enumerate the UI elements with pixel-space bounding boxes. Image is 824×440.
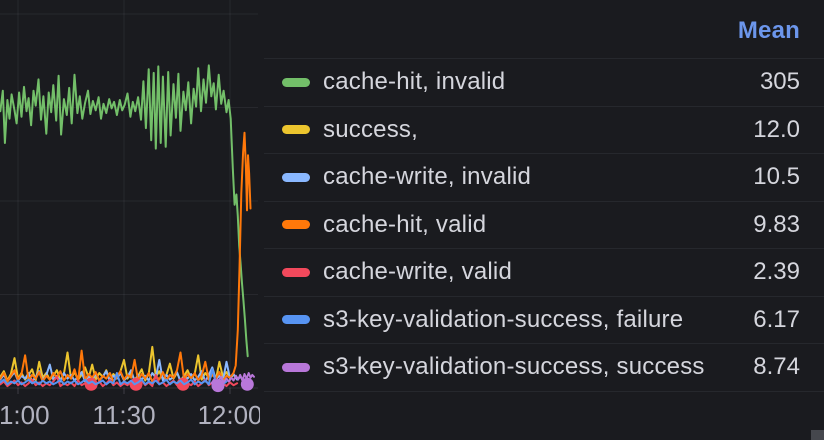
panel-resize-handle[interactable]	[811, 430, 824, 440]
series-color-swatch-icon[interactable]	[282, 267, 310, 277]
series-mean-value: 10.5	[753, 163, 800, 191]
series-mean-value: 9.83	[753, 210, 800, 238]
series-color-swatch-icon[interactable]	[282, 77, 310, 87]
legend-rows: cache-hit, invalid 305 success, 12.0 cac…	[264, 58, 824, 392]
series-color-swatch-icon[interactable]	[282, 125, 310, 135]
legend-table: Mean cache-hit, invalid 305 success, 12.…	[264, 0, 824, 440]
data-point-marker	[84, 377, 98, 391]
x-axis-label: 12:00	[197, 400, 260, 430]
time-series-panel[interactable]: 11:00 11:30 12:00	[0, 0, 260, 440]
series-color-swatch-icon[interactable]	[282, 362, 310, 372]
series-label[interactable]: cache-write, invalid	[323, 163, 532, 191]
series-label[interactable]: cache-hit, invalid	[323, 68, 506, 96]
series-mean-value: 12.0	[753, 115, 800, 143]
series-color-swatch-icon[interactable]	[282, 220, 310, 230]
series-line-3	[0, 131, 252, 383]
series-color-swatch-icon[interactable]	[282, 315, 310, 325]
x-axis-label: 11:30	[92, 400, 155, 430]
series-label[interactable]: s3-key-validation-success, success	[323, 353, 705, 381]
legend-row[interactable]: s3-key-validation-success, success 8.74	[264, 343, 824, 391]
x-axis-label: 11:00	[0, 400, 50, 430]
series-mean-value: 305	[759, 68, 800, 96]
series-label[interactable]: cache-hit, valid	[323, 210, 487, 238]
legend-row[interactable]: cache-hit, invalid 305	[264, 58, 824, 106]
data-point-marker	[240, 377, 254, 391]
series-line-0	[0, 64, 249, 358]
series-mean-value: 2.39	[753, 258, 800, 286]
series-color-swatch-icon[interactable]	[282, 172, 310, 182]
series-mean-value: 6.17	[753, 305, 800, 333]
series-mean-value: 8.74	[753, 353, 800, 381]
series-label[interactable]: cache-write, valid	[323, 258, 513, 286]
legend-row[interactable]: s3-key-validation-success, failure 6.17	[264, 295, 824, 344]
legend-row[interactable]: cache-hit, valid 9.83	[264, 200, 824, 249]
legend-row[interactable]: cache-write, valid 2.39	[264, 248, 824, 296]
series-label[interactable]: s3-key-validation-success, failure	[323, 305, 684, 333]
data-point-marker	[211, 379, 225, 393]
legend-row[interactable]: cache-write, invalid 10.5	[264, 153, 824, 201]
series-line-5	[0, 368, 228, 386]
time-series-chart[interactable]: 11:00 11:30 12:00	[0, 0, 260, 440]
series-label[interactable]: success,	[323, 115, 418, 143]
legend-mean-column-header[interactable]: Mean	[737, 17, 800, 44]
legend-row[interactable]: success, 12.0	[264, 105, 824, 154]
